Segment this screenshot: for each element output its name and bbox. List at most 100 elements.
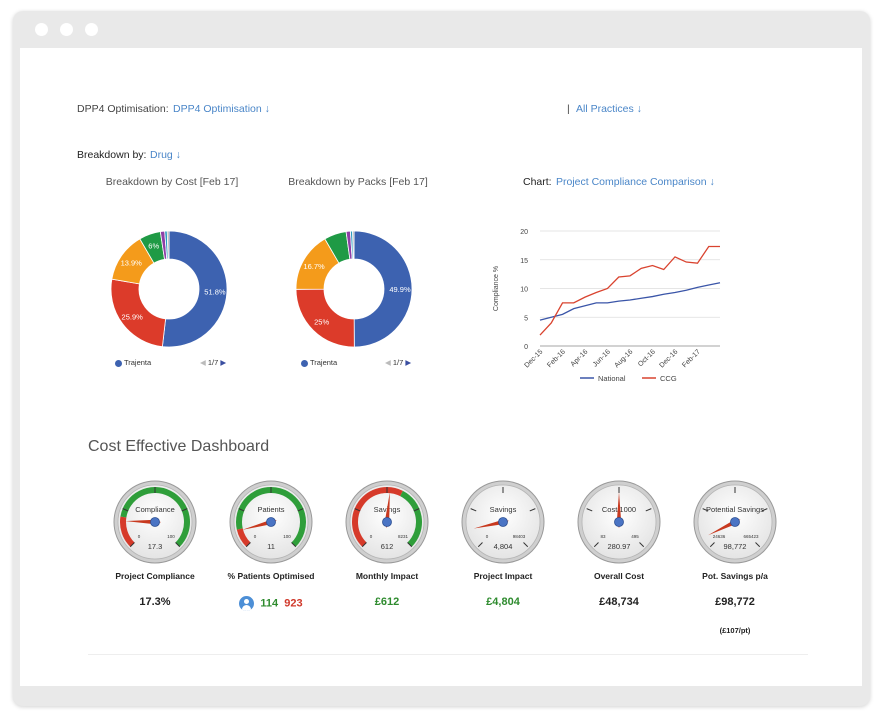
gauge-dial: Potential Savings 24636 665423 98,772 [693,480,777,564]
gauge-hub [150,517,160,527]
gauge-tick [593,542,599,548]
gauge-tick [361,542,367,548]
optimisation-dropdown[interactable]: DPP4 Optimisation ↓ [173,103,270,115]
gauge-tick [122,508,129,512]
gauge-dial: Cost/100083495280.97 [577,480,661,564]
legend-label: CCG [660,374,677,383]
gauge-tick [129,542,135,548]
gauge-hub [614,517,624,527]
gauge-tick [238,508,245,512]
window-dot-2[interactable] [60,23,73,36]
y-tick-label: 20 [520,229,528,236]
gauge-tick [523,542,529,548]
y-tick-label: 0 [524,344,528,351]
y-tick-label: 10 [520,287,528,294]
pager-next-icon[interactable]: ▶ [220,358,227,367]
cost-chart-title: Breakdown by Cost [Feb 17] [105,176,239,188]
gauge-label: Patients [257,505,284,514]
gauge-value: 17.3% [139,596,171,608]
gauge-dial: Patients 0 100 11 [229,480,313,564]
legend-dot [115,359,122,367]
window-dot-3[interactable] [85,23,98,36]
cost-chart-pager: ◀ 1/7 ▶ [200,358,226,367]
gauge-tick [702,508,709,512]
gauge-tick [761,508,768,512]
slice-label: 16.7% [303,262,325,271]
x-tick-label: Dec-15 [523,348,544,369]
slice-label: 6% [148,242,159,251]
x-tick-label: Apr-16 [570,348,590,368]
gauge-tick [755,542,761,548]
y-tick-label: 15 [520,258,528,265]
patients-total-count: 923 [284,597,303,610]
breakdown-dropdown[interactable]: Drug ↓ [150,149,181,161]
slice-label: 49.9% [389,285,411,294]
gauge-readout: 98,772 [724,542,747,551]
x-tick-label: Oct-16 [637,348,657,368]
page-content: DPP4 Optimisation: DPP4 Optimisation ↓ |… [20,48,862,686]
gauge-value: £4,804 [486,596,520,608]
gauge-band [352,487,403,547]
pager-prev-icon[interactable]: ◀ [385,358,391,367]
gauge-tick [477,542,483,548]
gauge-min: 0 [138,534,141,539]
gauge-subvalue: (£107/pt) [719,626,751,635]
cost-chart-legend: Trajenta [115,358,151,367]
donut-slice[interactable] [352,230,355,260]
series-line-ccg [539,245,720,336]
gauge-label: Potential Savings [706,505,764,514]
patients-optimised-count: 114 [260,597,279,610]
gauge-title: % Patients Optimised [227,571,315,581]
user-icon [239,596,255,611]
gauge-dial: Savings08231612 [345,480,429,564]
donut-slice[interactable] [353,230,413,348]
gauge-max: 100 [283,534,291,539]
donut-slice[interactable] [166,230,170,260]
gauge-tick [413,508,420,512]
gauge-min: 0 [254,534,257,539]
optimisation-label: DPP4 Optimisation: [77,103,169,115]
x-tick-label: Aug-16 [613,348,634,369]
gauge-tick [354,508,361,512]
gauge-value: £48,734 [599,596,639,608]
packs-chart-title: Breakdown by Packs [Feb 17] [288,176,428,188]
donut-slice[interactable] [161,230,228,348]
gauge-band [236,487,306,547]
gauge-tick [586,508,593,512]
pager-prev-icon[interactable]: ◀ [200,358,206,367]
gauge-tick [639,542,645,548]
gauge-min: 0 [370,534,373,539]
divider [88,654,808,655]
gauge-tick [529,508,536,512]
x-tick-label: Dec-16 [658,348,679,369]
gauge-tick [407,542,413,548]
gauge-max: 100 [167,534,175,539]
window-controls [35,23,110,41]
packs-chart-pager: ◀ 1/7 ▶ [385,358,411,367]
slice-label: 13.9% [121,259,143,268]
gauge-min: 0 [486,534,489,539]
practices-dropdown[interactable]: All Practices ↓ [576,103,642,115]
x-tick-label: Jun-16 [592,348,612,368]
gauge-value: 114 923 [206,596,336,611]
slice-label: 25% [314,318,329,327]
chart-label: Chart: [523,176,552,188]
x-tick-label: Feb-16 [546,348,567,369]
chart-dropdown[interactable]: Project Compliance Comparison ↓ [556,176,715,188]
window-dot-1[interactable] [35,23,48,36]
packs-donut-chart: 49.9% 25% 16.7% [295,230,413,348]
slice-label: 51.8% [204,288,226,297]
gauge-readout: 612 [381,542,394,551]
legend-label: Trajenta [309,358,338,367]
pager-next-icon[interactable]: ▶ [405,358,412,367]
legend-dot [301,359,308,367]
gauge-hub [382,517,392,527]
y-tick-label: 5 [524,315,528,322]
gauge-tick [181,508,188,512]
legend-label: National [598,374,626,383]
legend-label: Trajenta [123,358,152,367]
gauge-min: 24636 [713,534,726,539]
breakdown-label: Breakdown by: [77,149,147,161]
gauge-tick [645,508,652,512]
